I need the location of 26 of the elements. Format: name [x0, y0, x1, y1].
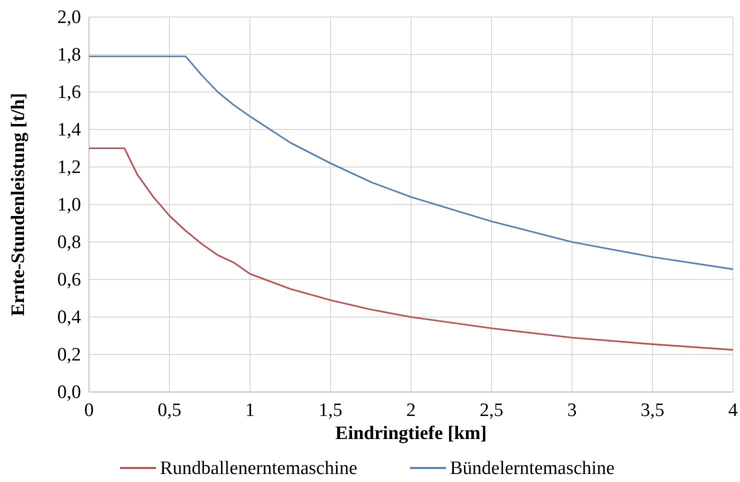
y-tick-label: 1,2: [57, 157, 81, 178]
x-axis-title: Eindringtiefe [km]: [335, 423, 487, 444]
y-tick-label: 1,0: [57, 194, 81, 216]
x-tick-label: 3,5: [640, 400, 664, 421]
y-tick-label: 0,0: [57, 382, 81, 403]
y-tick-label: 0,8: [57, 232, 81, 253]
legend-label: Rundballenerntemaschine: [160, 458, 358, 479]
y-tick-label: 0,6: [57, 270, 81, 290]
y-axis-title: Ernte-Stundenleistung [t/h]: [8, 92, 29, 316]
x-tick-label: 2,5: [480, 400, 504, 421]
x-tick-label: 4: [728, 400, 738, 421]
x-tick-label: 1: [245, 400, 255, 421]
x-tick-label: 0: [84, 400, 94, 421]
x-tick-label: 1,5: [318, 400, 342, 421]
line-series: [88, 147, 734, 351]
line-series: [88, 56, 734, 270]
y-tick-label: 1,4: [57, 120, 82, 140]
y-tick-label: 1,6: [57, 82, 81, 103]
y-tick-label: 2,0: [57, 7, 81, 28]
y-tick-label: 0,2: [57, 344, 81, 366]
y-tick-label: 1,8: [57, 44, 81, 66]
x-tick-label: 3: [567, 400, 577, 421]
y-tick-label: 0,4: [57, 307, 82, 328]
x-tick-label: 0,5: [158, 400, 182, 421]
legend-label: Bündelerntemaschine: [450, 458, 615, 479]
x-tick-label: 2: [406, 400, 416, 421]
